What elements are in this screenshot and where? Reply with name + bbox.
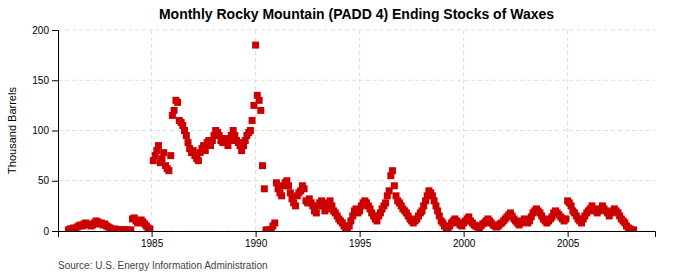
grid-line [58, 180, 655, 181]
x-tick-mark [360, 231, 361, 237]
x-tick: 1995 [349, 231, 372, 249]
point [301, 185, 308, 192]
y-tick-label: 100 [32, 125, 49, 136]
point [174, 99, 181, 106]
plot: 1985 1990 1995 2000 2005 0 50 100 150 200 [32, 25, 655, 249]
point [562, 215, 569, 222]
x-tick-label: 1995 [349, 238, 372, 249]
y-tick-label: 50 [38, 175, 50, 186]
x-axis-line [59, 232, 656, 238]
point [261, 185, 268, 192]
x-tick-label: 2005 [557, 238, 580, 249]
point [391, 182, 398, 189]
point [259, 162, 266, 169]
point [382, 199, 389, 206]
grid-line [58, 80, 655, 81]
points [65, 42, 637, 231]
point [292, 202, 299, 209]
y-tick-mark [52, 181, 58, 182]
point [171, 107, 178, 114]
x-tick-label: 1985 [141, 238, 164, 249]
point [167, 152, 174, 159]
x-tick: 1990 [245, 231, 268, 249]
y-tick: 200 [32, 25, 58, 36]
title: Monthly Rocky Mountain (PADD 4) Ending S… [159, 6, 554, 22]
point [160, 149, 167, 156]
y-tick: 150 [32, 75, 58, 86]
point [247, 127, 254, 134]
grid-line [151, 30, 152, 231]
x-axis: 1985 1990 1995 2000 2005 [59, 231, 656, 249]
x-tick: 1985 [141, 231, 164, 249]
point [165, 167, 172, 174]
point [195, 157, 202, 164]
point [389, 167, 396, 174]
grid-line [255, 30, 256, 231]
point [287, 189, 294, 196]
y-tick-mark [52, 30, 58, 31]
x-tick: 2000 [453, 231, 476, 249]
y-tick-label: 150 [32, 75, 49, 86]
grid [58, 30, 655, 231]
x-tick-mark [152, 231, 153, 237]
grid-line [58, 130, 655, 131]
point [271, 219, 278, 226]
y-axis-line [52, 31, 59, 232]
x-tick: 2005 [557, 231, 580, 249]
point [183, 132, 190, 139]
point [313, 209, 320, 216]
y-tick: 100 [32, 125, 58, 136]
x-tick-label: 1990 [245, 238, 268, 249]
x-tick-label: 2000 [453, 238, 476, 249]
chart: 1985 1990 1995 2000 2005 0 50 100 150 200 Monthly … [0, 0, 675, 275]
point [252, 42, 259, 49]
grid-line [463, 30, 464, 231]
y-tick: 0 [43, 226, 58, 237]
point [273, 179, 280, 186]
point [278, 192, 285, 199]
point [630, 226, 637, 231]
x-tick-mark [464, 231, 465, 237]
point [249, 117, 256, 124]
y-tick-label: 200 [32, 25, 49, 36]
y-tick: 50 [38, 175, 58, 186]
point [146, 225, 153, 231]
y-tick-mark [52, 80, 58, 81]
point [185, 139, 192, 146]
x-tick-mark [568, 231, 569, 237]
source-note: Source: U.S. Energy Information Administ… [58, 260, 268, 271]
point [155, 142, 162, 149]
point [257, 107, 264, 114]
y-axis: 0 50 100 150 200 [32, 25, 58, 237]
point [285, 182, 292, 189]
x-tick-mark [256, 231, 257, 237]
point [127, 226, 134, 231]
y-tick-mark [52, 131, 58, 132]
point [159, 155, 166, 162]
point [256, 97, 263, 104]
y-axis-title: Thousand Barrels [6, 87, 18, 174]
grid-line [58, 30, 655, 31]
y-tick-mark [52, 231, 58, 232]
y-tick-label: 0 [43, 226, 49, 237]
